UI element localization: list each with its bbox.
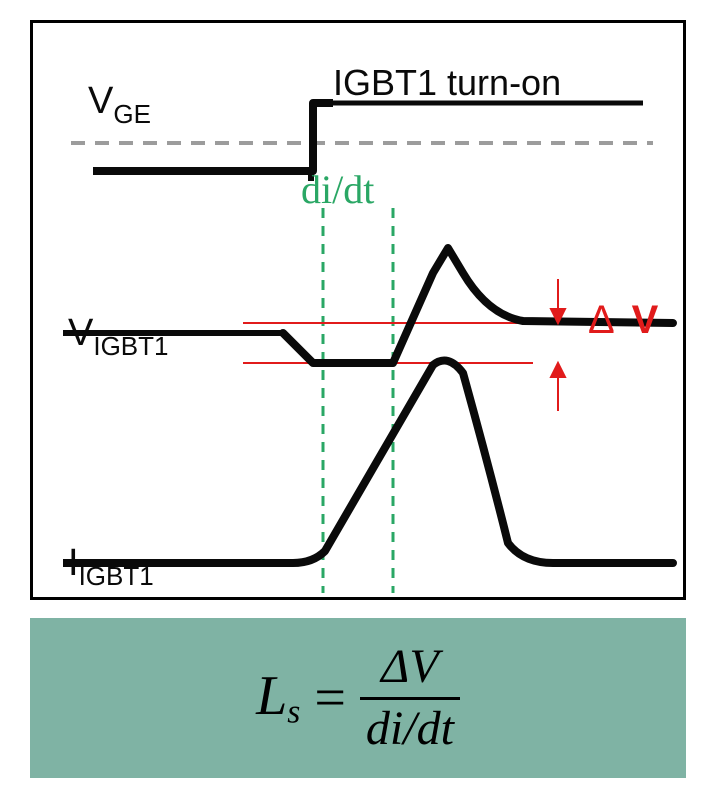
formula-denominator: di/dt: [360, 704, 460, 754]
dv-arrow-up: [551, 363, 565, 411]
didt-label: di/dt: [301, 167, 374, 212]
formula-lhs-sub: s: [287, 694, 300, 731]
iigbt-waveform: [293, 361, 673, 564]
waveform-diagram-box: VGE IGBT1 turn-on di/dt VIGBT1: [30, 20, 686, 600]
waveform-svg: VGE IGBT1 turn-on di/dt VIGBT1: [33, 23, 683, 597]
dv-delta: Δ: [588, 298, 614, 342]
dv-arrow-down: [551, 279, 565, 323]
vge-label-main: V: [88, 80, 114, 122]
formula-fraction-bar: [360, 697, 460, 700]
vge-label: VGE: [88, 80, 151, 129]
formula-eq: Ls = ΔV di/dt: [256, 642, 460, 754]
formula-numerator: ΔV: [375, 642, 445, 692]
formula-equals: =: [314, 666, 346, 730]
dv-label: Δ V: [588, 298, 659, 342]
formula-box: Ls = ΔV di/dt: [30, 618, 686, 778]
formula-fraction: ΔV di/dt: [360, 642, 460, 754]
formula-lhs-var: L: [256, 665, 287, 727]
dv-v: V: [632, 298, 659, 342]
formula-lhs: Ls: [256, 664, 300, 731]
title-label: IGBT1 turn-on: [333, 62, 561, 103]
vigbt-label: VIGBT1: [68, 312, 169, 361]
vge-label-sub: GE: [113, 99, 151, 129]
